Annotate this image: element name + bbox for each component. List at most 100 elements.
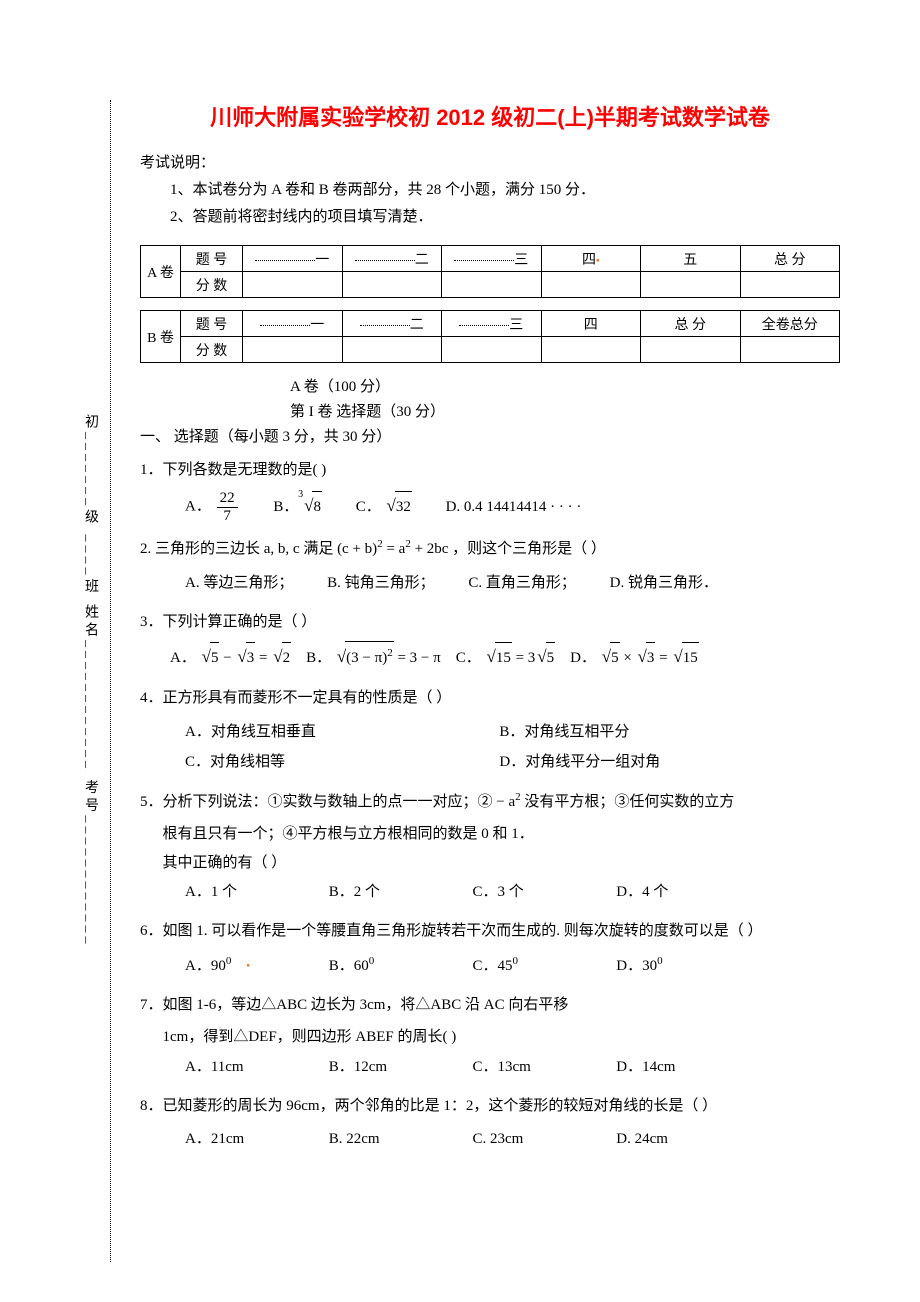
table-a-col-1: 一 [243,246,343,272]
q1-option-b: B． 38 [273,489,322,523]
question-6: 6．如图 1. 可以看作是一个等腰直角三角形旋转若干次而生成的. 则每次旋转的度… [140,917,840,981]
instruction-1: 1、本试卷分为 A 卷和 B 卷两部分，共 28 个小题，满分 150 分． [140,177,840,204]
q7-options: A．11cm B．12cm C．13cm D．14cm [140,1052,840,1082]
q3-option-d: D． 5 × 3 = 15 [570,650,699,666]
table-b-col-2: 二 [342,311,442,337]
table-b-col-3: 三 [442,311,542,337]
q6-option-b: B．600 [329,950,469,981]
q4-options: A．对角线互相垂直 B．对角线互相平分 C．对角线相等 D．对角线平分一组对角 [140,717,840,777]
q1-stem: 1．下列各数是无理数的是( ) [140,456,840,485]
q7-option-c: C．13cm [473,1052,613,1082]
q3-stem: 3．下列计算正确的是（ ） [140,608,840,637]
table-a-col-5: 五 [641,246,741,272]
q2-stem: 2. 三角形的三边长 a, b, c 满足 (c + b)2 = a2 + 2b… [140,534,840,564]
q1-options: A． 22 7 B． 38 C． 32 D. 0.4 14414414 · · … [140,489,840,525]
exam-page: 初_______级 ____班 姓名____________ 考号_______… [0,0,920,1302]
q7-stem-line2: 1cm，得到△DEF，则四边形 ABEF 的周长( ) [140,1023,840,1052]
sqrt-icon: 15 [671,640,698,674]
sqrt-icon: 5 [600,640,620,674]
q8-stem: 8．已知菱形的周长为 96cm，两个邻角的比是 1：2，这个菱形的较短对角线的长… [140,1092,840,1121]
table-a-label: A 卷 [141,246,181,298]
part-1-heading: 第 I 卷 选择题（30 分） [140,400,840,421]
dotted-underline [355,259,415,261]
paper-a-heading: A 卷（100 分） [140,375,840,396]
q7-option-b: B．12cm [329,1052,469,1082]
q6-options: A．900 ▪ B．600 C．450 D．300 [140,950,840,981]
question-8: 8．已知菱形的周长为 96cm，两个邻角的比是 1：2，这个菱形的较短对角线的长… [140,1092,840,1155]
table-a-scorelabel: 分 数 [181,272,243,298]
table-a-col-3: 三 [442,246,542,272]
q3-options: A． 5 − 3 = 2 B． (3 − π)2 = 3 − π C． 15 =… [140,640,840,674]
q6-option-a: A．900 ▪ [185,950,325,981]
table-a-col-4: 四▪ [541,246,641,272]
table-b-scorelabel: 分 数 [181,337,243,363]
table-a-col-6: 总 分 [740,246,840,272]
score-table-b: B 卷 题 号 一 二 三 四 总 分 全卷总分 分 数 [140,310,840,363]
q4-option-a: A．对角线互相垂直 [185,717,499,747]
dotted-underline [459,324,509,326]
dotted-underline [260,324,310,326]
q2-option-a: A. 等边三角形； [185,568,293,598]
q1-option-d: D. 0.4 14414414 · · · · [446,492,582,522]
q7-option-a: A．11cm [185,1052,325,1082]
orange-dot-icon: ▪ [596,255,600,266]
question-2: 2. 三角形的三边长 a, b, c 满足 (c + b)2 = a2 + 2b… [140,534,840,598]
table-a-score-5 [641,272,741,298]
table-b-col-4: 四 [541,311,641,337]
orange-dot-icon: ▪ [246,960,250,971]
q2-option-c: C. 直角三角形； [468,568,576,598]
instructions-block: 考试说明： 1、本试卷分为 A 卷和 B 卷两部分，共 28 个小题，满分 15… [140,150,840,231]
q1-option-c: C． 32 [356,489,412,523]
table-a-score-2 [342,272,442,298]
q8-option-c: C. 23cm [473,1124,613,1154]
q5-option-d: D．4 个 [616,877,756,907]
table-a-score-1 [243,272,343,298]
instructions-label: 考试说明： [140,150,840,177]
q6-stem: 6．如图 1. 可以看作是一个等腰直角三角形旋转若干次而生成的. 则每次旋转的度… [140,917,840,946]
exam-title: 川师大附属实验学校初 2012 级初二(上)半期考试数学试卷 [140,100,840,132]
q5-stem-line2: 根有且只有一个；④平方根与立方根相同的数是 0 和 1． [140,820,840,849]
q5-option-a: A．1 个 [185,877,325,907]
q3-option-c: C． 15 = 35 [456,650,559,666]
q2-option-b: B. 钝角三角形； [327,568,435,598]
table-b-score-2 [342,337,442,363]
q7-stem-line1: 7．如图 1-6，等边△ABC 边长为 3cm，将△ABC 沿 AC 向右平移 [140,991,840,1020]
q3-option-b: B． (3 − π)2 = 3 − π [306,650,444,666]
sqrt-icon: (3 − π)2 [335,640,394,674]
dotted-underline [255,259,315,261]
fraction-icon: 22 7 [217,490,238,524]
q7-option-d: D．14cm [616,1052,756,1082]
table-b-score-5 [641,337,741,363]
table-b-col-1: 一 [243,311,343,337]
table-b-score-1 [243,337,343,363]
q5-stem-line1: 5．分析下列说法：①实数与数轴上的点一一对应；② − a2 没有平方根；③任何实… [140,787,840,817]
question-5: 5．分析下列说法：①实数与数轴上的点一一对应；② − a2 没有平方根；③任何实… [140,787,840,908]
table-a-score-4 [541,272,641,298]
q2-options: A. 等边三角形； B. 钝角三角形； C. 直角三角形； D. 锐角三角形． [140,568,840,598]
q5-option-c: C．3 个 [473,877,613,907]
dotted-underline [454,259,514,261]
sqrt-icon: 32 [384,489,411,523]
section-1-label: 一、 选择题（每小题 3 分，共 30 分） [140,425,840,446]
sqrt-icon: 15 [484,640,511,674]
sqrt-icon: 3 [636,640,656,674]
q4-stem: 4．正方形具有而菱形不一定具有的性质是（ ） [140,684,840,713]
q6-option-c: C．450 [473,950,613,981]
q5-options: A．1 个 B．2 个 C．3 个 D．4 个 [140,877,840,907]
q8-options: A．21cm B. 22cm C. 23cm D. 24cm [140,1124,840,1154]
q5-stem-line3: 其中正确的有（ ） [140,849,840,878]
table-b-label: B 卷 [141,311,181,363]
table-b-score-3 [442,337,542,363]
q2-option-d: D. 锐角三角形． [610,568,718,598]
table-b-col-6: 全卷总分 [740,311,840,337]
table-a-col-2: 二 [342,246,442,272]
table-b-header-0: 题 号 [181,311,243,337]
q6-option-d: D．300 [616,950,756,981]
binding-margin-text: 初_______级 ____班 姓名____________ 考号_______… [75,100,105,1262]
table-b-score-6 [740,337,840,363]
cube-root-icon: 38 [302,489,322,523]
question-3: 3．下列计算正确的是（ ） A． 5 − 3 = 2 B． (3 − π)2 =… [140,608,840,675]
q3-option-a: A． 5 − 3 = 2 [170,650,295,666]
table-b-score-4 [541,337,641,363]
q4-option-b: B．对角线互相平分 [499,717,813,747]
